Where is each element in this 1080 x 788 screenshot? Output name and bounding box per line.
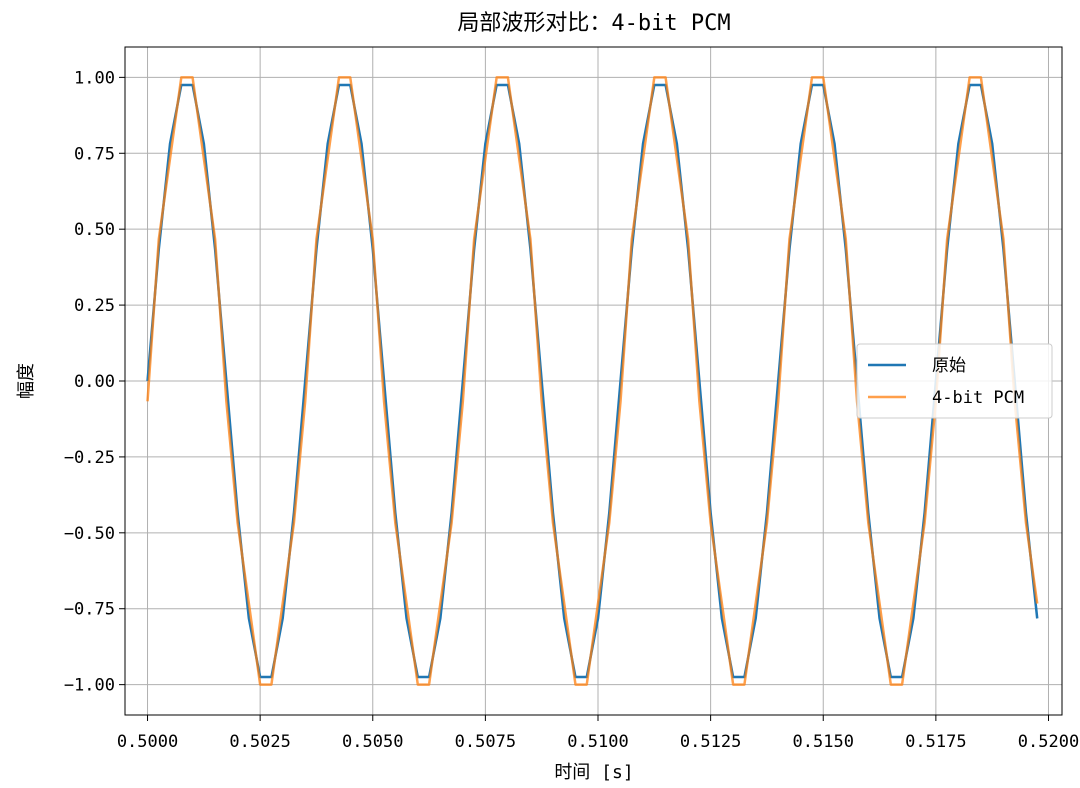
legend: 原始 4-bit PCM [856,343,1053,419]
y-tick-label: 0.50 [74,220,115,240]
y-tick-label: −0.50 [64,524,115,544]
y-tick-label: 1.00 [74,68,115,88]
x-tick-label: 0.5050 [342,732,403,752]
x-axis: 0.5000 0.5025 0.5050 0.5075 0.5100 0.5125 0.51… [117,715,1079,752]
series-layer [146,76,1039,686]
x-tick-label: 0.5200 [1018,732,1079,752]
chart-title: 局部波形对比：4-bit PCM [457,11,730,36]
y-axis-label: 幅度 [16,363,37,399]
x-tick-label: 0.5075 [455,732,516,752]
y-tick-label: −1.00 [64,676,115,696]
y-tick-label: −0.25 [64,448,115,468]
x-tick-label: 0.5100 [567,732,628,752]
x-tick-label: 0.5175 [905,732,966,752]
x-tick-label: 0.5150 [793,732,854,752]
x-tick-label: 0.5125 [680,732,741,752]
x-tick-label: 0.5000 [117,732,178,752]
y-axis: 1.00 0.75 0.50 0.25 0.00 −0.25 −0.50 −0.75 −1.00 [64,68,125,696]
y-tick-label: 0.00 [74,372,115,392]
x-tick-label: 0.5025 [229,732,290,752]
y-tick-label: 0.25 [74,296,115,316]
legend-box [856,343,1053,419]
y-tick-label: 0.75 [74,144,115,164]
x-axis-label: 时间 [s] [554,762,633,783]
legend-label-original: 原始 [932,356,966,376]
legend-label-pcm: 4-bit PCM [932,388,1024,408]
series-pcm-line [146,76,1039,686]
y-tick-label: −0.75 [64,600,115,620]
